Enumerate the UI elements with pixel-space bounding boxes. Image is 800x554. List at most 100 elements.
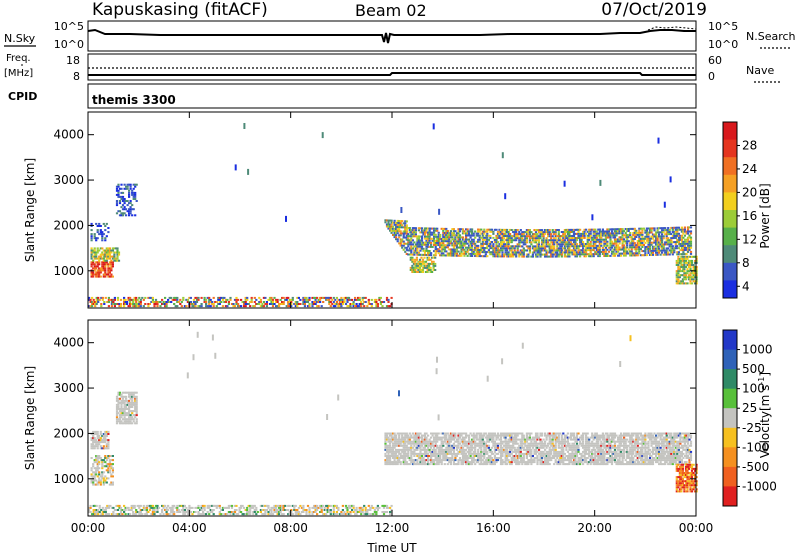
- data-cell: [93, 255, 96, 258]
- data-cell: [445, 227, 448, 230]
- data-cell: [550, 235, 553, 238]
- data-cell: [98, 504, 101, 507]
- data-cell: [498, 232, 501, 235]
- data-cell: [343, 298, 346, 301]
- data-cell: [165, 509, 168, 511]
- data-cell: [675, 259, 678, 262]
- data-cell: [123, 187, 126, 190]
- data-cell: [427, 243, 430, 246]
- data-cell: [145, 504, 148, 507]
- data-cell: [448, 452, 451, 455]
- data-cell: [128, 202, 131, 205]
- data-cell: [104, 465, 107, 468]
- data-cell: [405, 434, 408, 437]
- data-cell: [180, 509, 183, 511]
- data-cell: [247, 303, 250, 305]
- data-cell: [247, 168, 250, 175]
- data-cell: [569, 245, 572, 248]
- data-cell: [522, 251, 525, 254]
- data-cell: [194, 305, 197, 308]
- data-cell: [267, 511, 270, 513]
- data-cell: [134, 195, 137, 198]
- data-cell: [102, 447, 105, 450]
- data-cell: [425, 452, 428, 455]
- data-cell: [671, 249, 674, 252]
- data-cell: [418, 262, 422, 265]
- data-cell: [148, 506, 151, 509]
- data-cell: [113, 305, 116, 308]
- data-cell: [420, 440, 424, 443]
- data-cell: [113, 247, 116, 250]
- data-cell: [496, 255, 500, 258]
- data-cell: [449, 252, 452, 255]
- data-cell: [326, 296, 329, 299]
- data-cell: [641, 244, 644, 246]
- data-cell: [480, 440, 483, 443]
- data-cell: [455, 244, 458, 247]
- data-cell: [325, 296, 328, 299]
- data-cell: [683, 266, 686, 268]
- data-cell: [632, 246, 635, 249]
- data-cell: [98, 467, 101, 470]
- data-cell: [592, 242, 595, 245]
- data-cell: [670, 239, 673, 242]
- data-cell: [668, 253, 671, 256]
- data-cell: [466, 455, 469, 457]
- data-cell: [458, 236, 462, 239]
- data-cell: [592, 236, 595, 239]
- data-cell: [405, 253, 408, 255]
- data-cell: [223, 296, 226, 299]
- data-cell: [209, 509, 212, 511]
- data-cell: [290, 301, 293, 303]
- data-cell: [428, 227, 431, 230]
- data-cell: [423, 434, 427, 437]
- data-cell: [294, 301, 297, 303]
- data-cell: [524, 231, 527, 234]
- data-cell: [270, 296, 273, 299]
- data-cell: [284, 298, 287, 301]
- data-cell: [390, 436, 393, 439]
- data-cell: [107, 513, 110, 516]
- data-cell: [677, 243, 680, 245]
- data-cell: [443, 227, 446, 230]
- data-cell: [609, 246, 612, 249]
- data-cell: [436, 434, 439, 437]
- data-cell: [411, 452, 414, 455]
- data-cell: [648, 245, 652, 248]
- data-cell: [387, 506, 390, 509]
- data-cell: [135, 298, 138, 301]
- data-cell: [113, 509, 116, 511]
- data-cell: [603, 253, 606, 255]
- data-cell: [461, 457, 465, 459]
- data-cell: [641, 231, 644, 234]
- data-cell: [537, 229, 541, 232]
- data-cell: [262, 296, 265, 299]
- data-cell: [448, 232, 451, 235]
- data-cell: [95, 439, 98, 442]
- data-cell: [468, 234, 471, 237]
- data-cell: [474, 253, 477, 255]
- data-cell: [208, 504, 211, 507]
- data-cell: [655, 235, 658, 238]
- data-cell: [589, 247, 592, 250]
- data-cell: [243, 301, 246, 303]
- data-cell: [110, 265, 113, 268]
- data-cell: [624, 254, 627, 257]
- data-cell: [287, 305, 290, 308]
- data-cell: [460, 444, 463, 447]
- data-cell: [101, 477, 104, 480]
- data-cell: [111, 469, 114, 472]
- data-cell: [282, 303, 285, 305]
- data-cell: [449, 434, 452, 437]
- data-cell: [668, 249, 671, 252]
- data-cell: [579, 243, 582, 246]
- data-cell: [569, 228, 572, 231]
- data-cell: [446, 446, 449, 449]
- data-cell: [176, 298, 179, 301]
- data-cell: [417, 260, 420, 263]
- data-cell: [135, 406, 138, 408]
- data-cell: [597, 228, 600, 231]
- data-cell: [686, 228, 690, 231]
- data-cell: [405, 432, 408, 435]
- data-cell: [115, 422, 119, 425]
